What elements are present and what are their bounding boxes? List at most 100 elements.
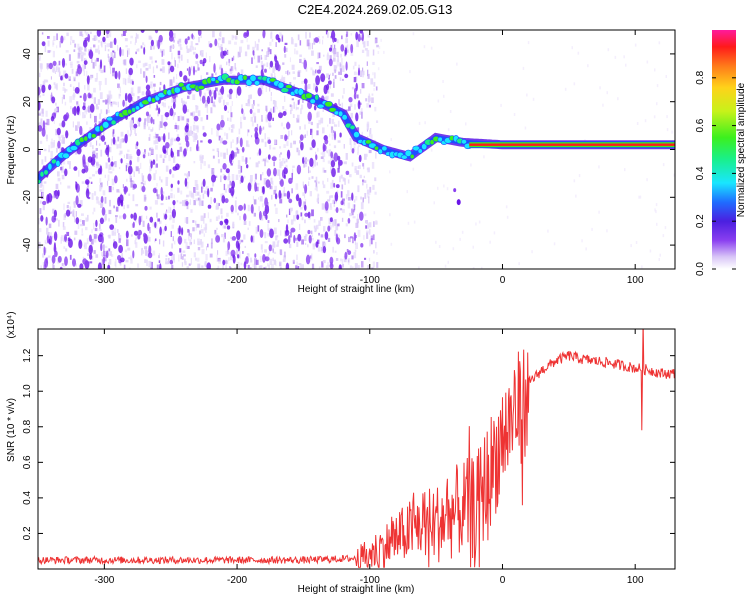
noise-cell — [73, 76, 76, 79]
noise-speckle — [330, 151, 334, 159]
noise-cell — [347, 197, 351, 201]
noise-speckle — [313, 105, 317, 111]
noise-cell — [315, 69, 317, 74]
ridge-blob — [437, 136, 443, 143]
noise-cell — [119, 141, 122, 149]
noise-cell — [598, 165, 600, 169]
noise-cell — [90, 181, 93, 184]
noise-cell — [363, 163, 365, 170]
noise-speckle — [67, 237, 71, 242]
noise-cell — [353, 146, 356, 150]
noise-cell — [53, 264, 55, 269]
noise-cell — [131, 93, 135, 97]
noise-speckle — [264, 197, 268, 208]
noise-cell — [168, 155, 171, 162]
noise-speckle — [184, 135, 189, 143]
noise-cell — [244, 51, 248, 57]
noise-cell — [93, 97, 96, 104]
noise-cell — [217, 250, 219, 255]
noise-cell — [322, 39, 324, 45]
noise-speckle — [59, 266, 63, 269]
noise-cell — [409, 70, 411, 74]
noise-cell — [188, 235, 190, 241]
noise-cell — [389, 170, 391, 174]
noise-cell — [217, 215, 220, 220]
noise-cell — [326, 150, 328, 153]
noise-speckle — [269, 60, 274, 68]
noise-cell — [221, 234, 224, 238]
noise-cell — [171, 255, 173, 260]
noise-cell — [150, 36, 153, 40]
noise-cell — [350, 33, 353, 36]
noise-cell — [673, 173, 675, 177]
noise-cell — [368, 257, 371, 262]
noise-cell — [304, 192, 306, 199]
noise-cell — [55, 102, 57, 106]
noise-cell — [275, 42, 277, 47]
noise-cell — [192, 36, 195, 40]
noise-cell — [39, 228, 42, 233]
x-tick-label: 100 — [627, 575, 644, 586]
snr-frame — [37, 328, 676, 570]
noise-cell — [85, 217, 89, 222]
noise-cell — [115, 101, 118, 106]
noise-speckle — [118, 70, 121, 80]
ridge-blob — [249, 74, 257, 82]
noise-cell — [345, 223, 348, 227]
noise-cell — [262, 172, 264, 176]
noise-cell — [200, 156, 204, 164]
noise-cell — [96, 57, 99, 62]
noise-cell — [174, 125, 178, 130]
noise-cell — [314, 187, 317, 191]
noise-cell — [366, 183, 368, 189]
noise-cell — [585, 247, 587, 251]
noise-cell — [67, 160, 69, 165]
noise-cell — [61, 174, 65, 180]
noise-cell — [162, 240, 165, 247]
noise-cell — [203, 233, 205, 237]
noise-cell — [169, 46, 172, 52]
noise-cell — [229, 117, 232, 122]
noise-cell — [186, 202, 189, 210]
noise-cell — [130, 234, 133, 237]
noise-speckle — [357, 33, 361, 42]
noise-cell — [327, 199, 330, 202]
noise-cell — [197, 197, 200, 201]
noise-cell — [63, 214, 66, 220]
noise-cell — [230, 255, 232, 261]
noise-cell — [278, 219, 280, 223]
noise-cell — [181, 262, 184, 267]
noise-cell — [337, 167, 340, 173]
noise-cell — [256, 183, 260, 186]
noise-speckle — [74, 87, 80, 94]
noise-cell — [203, 92, 206, 100]
noise-cell — [334, 66, 338, 69]
noise-cell — [369, 239, 371, 247]
noise-cell — [103, 65, 106, 73]
noise-cell — [316, 62, 319, 65]
y-tick-label: 1.2 — [22, 348, 33, 362]
noise-speckle — [303, 59, 308, 70]
noise-speckle — [109, 56, 114, 67]
noise-cell — [130, 79, 134, 85]
noise-speckle — [43, 246, 46, 256]
noise-speckle — [246, 164, 249, 169]
noise-cell — [53, 109, 56, 113]
noise-cell — [303, 57, 306, 62]
noise-cell — [238, 128, 241, 135]
noise-cell — [135, 204, 139, 207]
noise-speckle — [353, 92, 357, 100]
noise-cell — [370, 238, 373, 245]
noise-cell — [636, 122, 639, 125]
noise-cell — [58, 60, 61, 66]
noise-cell — [221, 37, 225, 44]
noise-cell — [200, 229, 204, 234]
noise-cell — [165, 258, 167, 261]
noise-speckle — [41, 84, 46, 94]
noise-cell — [65, 50, 69, 53]
noise-speckle — [238, 204, 244, 211]
noise-speckle — [73, 166, 78, 171]
noise-speckle — [219, 220, 224, 226]
noise-cell — [641, 265, 643, 269]
noise-cell — [224, 232, 226, 239]
